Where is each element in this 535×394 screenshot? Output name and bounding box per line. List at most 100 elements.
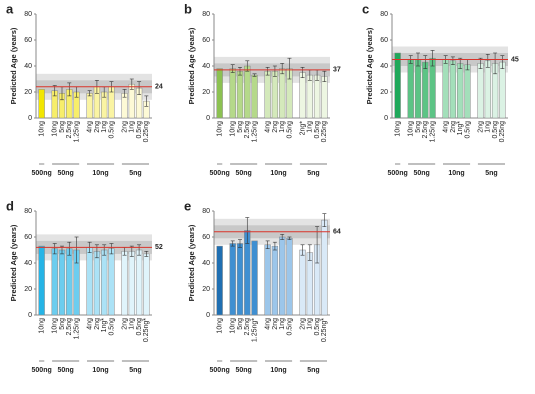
- x-tick-label: 2.5ng: [244, 318, 251, 336]
- bar: [229, 243, 236, 316]
- x-tick-label: 5ng: [237, 121, 244, 133]
- panel-letter: b: [184, 1, 192, 16]
- bar: [135, 249, 143, 316]
- y-tick-label: 0: [28, 115, 32, 122]
- panel-letter: a: [6, 1, 14, 16]
- x-tick-label: 4ng: [264, 318, 271, 330]
- group-label: 500ng: [32, 367, 52, 374]
- group-label: 500ng: [210, 170, 230, 177]
- y-tick-label: 80: [202, 208, 210, 215]
- bar: [271, 245, 279, 316]
- group-label: 50ng: [235, 170, 251, 177]
- x-tick-label: 2ng: [299, 318, 306, 330]
- x-tick-label: 1.25ng*: [251, 318, 258, 342]
- y-axis-label: Predicted Age (years): [365, 27, 374, 104]
- bar: [236, 243, 244, 316]
- group-label: 5ng: [485, 170, 497, 177]
- bar: [101, 249, 108, 316]
- group-label: 50ng: [57, 170, 73, 177]
- x-tick-label: 0.25ng: [321, 121, 328, 143]
- group-label: 5ng: [129, 367, 141, 374]
- x-tick-label: 5ng: [415, 121, 422, 133]
- x-tick-label: 1ng: [307, 121, 314, 133]
- y-tick-label: 80: [24, 11, 32, 18]
- panel-letter: d: [6, 198, 14, 213]
- x-tick-label: 1.25ng: [73, 318, 80, 340]
- bar: [422, 61, 429, 119]
- y-tick-label: 40: [24, 260, 32, 267]
- x-tick-label: 0.5ng: [136, 318, 143, 336]
- bar: [286, 238, 293, 316]
- x-tick-label: 0.5ng: [314, 121, 321, 139]
- group-label: 5ng: [307, 367, 319, 374]
- x-tick-label: 0.25ng: [143, 121, 150, 143]
- y-axis-label: Predicted Age (years): [9, 224, 18, 301]
- x-tick-label: 1ng: [129, 318, 136, 330]
- group-label: 5ng: [307, 170, 319, 177]
- x-tick-label: 5ng: [237, 318, 244, 330]
- x-tick-label: 2ng: [94, 318, 101, 330]
- bar: [108, 248, 115, 316]
- y-tick-label: 80: [380, 11, 388, 18]
- x-tick-label: 2ng: [272, 121, 279, 133]
- x-tick-label: 5ng: [59, 121, 66, 133]
- bar: [216, 245, 223, 316]
- bar: [429, 57, 436, 119]
- y-tick-label: 80: [24, 208, 32, 215]
- x-tick-label: 0.25ng: [499, 121, 506, 143]
- bar: [143, 253, 150, 316]
- bar: [306, 252, 313, 316]
- y-tick-label: 20: [202, 89, 210, 96]
- group-label: 500ng: [210, 367, 230, 374]
- x-tick-label: 2.5ng: [244, 121, 251, 139]
- bar: [216, 68, 223, 119]
- bar: [299, 249, 306, 316]
- bar: [484, 60, 491, 119]
- y-tick-label: 0: [206, 312, 210, 319]
- x-tick-label: 0.5ng: [464, 121, 471, 139]
- bar: [464, 64, 471, 119]
- x-tick-label: 0.5ng: [286, 318, 293, 336]
- x-tick-label: 4ng: [442, 121, 449, 133]
- bar: [86, 93, 93, 119]
- x-tick-label: 0.5ng: [136, 121, 143, 139]
- x-tick-label: 0.25ng*: [321, 318, 328, 342]
- reference-label: 37: [333, 67, 341, 74]
- bar: [449, 60, 457, 119]
- bar: [442, 59, 449, 119]
- y-tick-label: 60: [202, 37, 210, 44]
- x-tick-label: 10ng: [216, 318, 223, 334]
- x-tick-label: 1.25ng: [73, 121, 80, 143]
- x-tick-label: 10ng: [38, 121, 45, 137]
- x-tick-label: 1ng*: [457, 121, 464, 136]
- bar: [121, 251, 128, 316]
- x-tick-label: 4ng: [86, 318, 93, 330]
- bar: [306, 74, 313, 119]
- bar: [229, 68, 236, 119]
- x-tick-label: 2.5ng: [422, 121, 429, 139]
- bar: [313, 74, 321, 119]
- reference-label: 52: [155, 244, 163, 251]
- x-tick-label: 10ng: [52, 318, 59, 334]
- bar: [407, 59, 414, 119]
- bar: [38, 245, 45, 316]
- bar: [321, 76, 328, 119]
- y-axis-label: Predicted Age (years): [187, 224, 196, 301]
- x-tick-label: 1.25ng: [429, 121, 436, 143]
- y-tick-label: 80: [202, 11, 210, 18]
- group-label: 50ng: [235, 367, 251, 374]
- y-axis-label: Predicted Age (years): [9, 27, 18, 104]
- y-tick-label: 60: [380, 37, 388, 44]
- x-tick-label: 1ng: [129, 121, 136, 133]
- y-tick-label: 40: [24, 63, 32, 70]
- x-tick-label: 2ng*: [299, 121, 306, 136]
- y-tick-label: 60: [24, 234, 32, 241]
- y-tick-label: 60: [24, 37, 32, 44]
- x-tick-label: 0.25ng*: [143, 318, 150, 342]
- bar: [236, 70, 244, 119]
- y-tick-label: 20: [24, 89, 32, 96]
- x-tick-label: 2ng: [121, 121, 128, 133]
- bar: [457, 63, 464, 119]
